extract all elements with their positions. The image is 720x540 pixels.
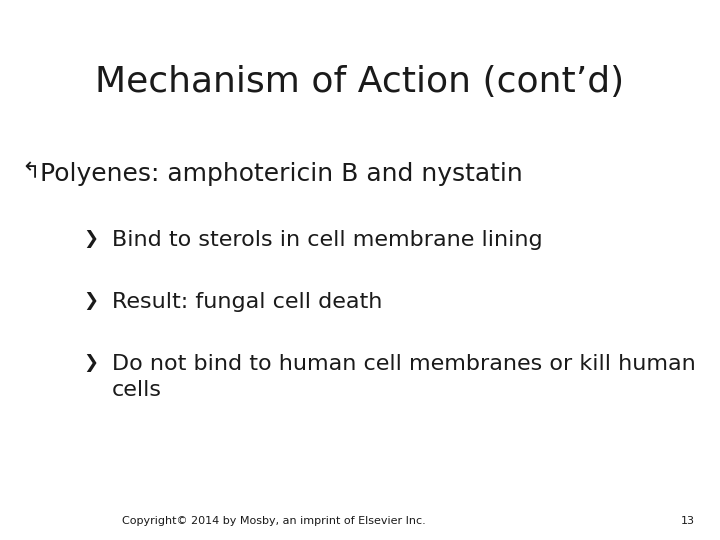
Text: Polyenes: amphotericin B and nystatin: Polyenes: amphotericin B and nystatin <box>40 162 522 186</box>
Text: ❯: ❯ <box>83 230 98 247</box>
Text: ❯: ❯ <box>83 292 98 309</box>
Text: Bind to sterols in cell membrane lining: Bind to sterols in cell membrane lining <box>112 230 542 249</box>
Text: Copyright© 2014 by Mosby, an imprint of Elsevier Inc.: Copyright© 2014 by Mosby, an imprint of … <box>122 516 426 526</box>
Text: Mechanism of Action (cont’d): Mechanism of Action (cont’d) <box>96 65 624 99</box>
Text: ↰: ↰ <box>22 162 40 182</box>
Text: 13: 13 <box>681 516 695 526</box>
Text: Do not bind to human cell membranes or kill human
cells: Do not bind to human cell membranes or k… <box>112 354 696 400</box>
Text: ❯: ❯ <box>83 354 98 372</box>
Text: Result: fungal cell death: Result: fungal cell death <box>112 292 382 312</box>
